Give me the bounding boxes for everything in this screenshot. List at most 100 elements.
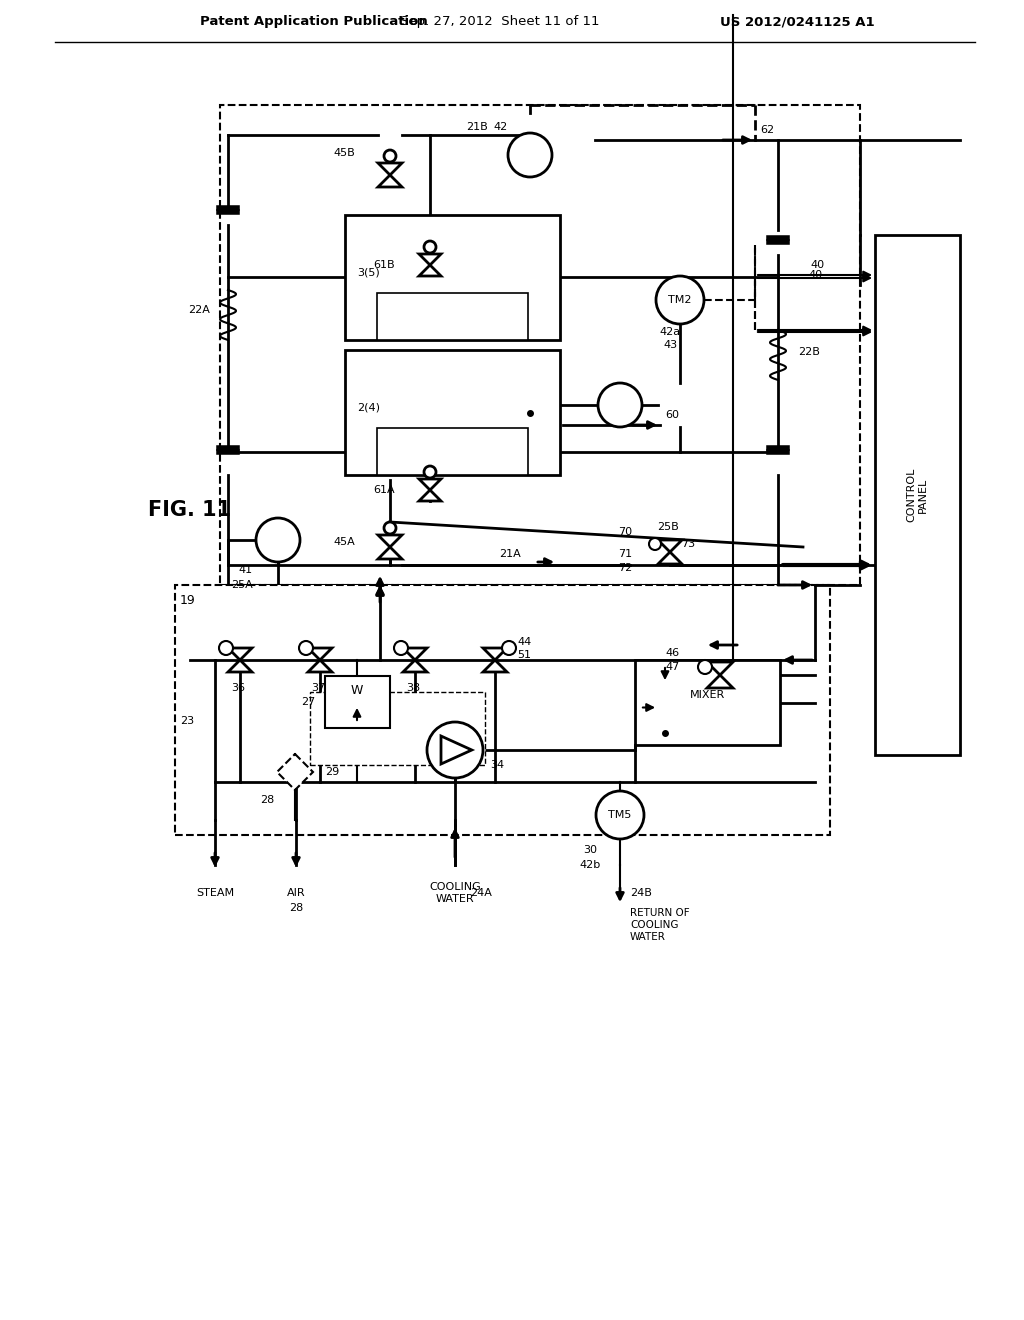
Text: 45B: 45B <box>333 148 355 158</box>
Text: 42: 42 <box>494 121 508 132</box>
Bar <box>345 215 560 341</box>
Polygon shape <box>419 479 441 490</box>
Text: 28: 28 <box>260 795 274 805</box>
Text: 51: 51 <box>517 649 531 660</box>
Polygon shape <box>378 162 402 176</box>
Polygon shape <box>378 535 402 546</box>
Text: 42b: 42b <box>580 861 601 870</box>
Text: 61B: 61B <box>374 260 395 271</box>
Polygon shape <box>419 253 441 265</box>
Circle shape <box>598 383 642 426</box>
Polygon shape <box>278 754 313 789</box>
Text: 46: 46 <box>666 648 680 657</box>
Text: MIXER: MIXER <box>690 689 725 700</box>
Text: 22A: 22A <box>188 305 210 315</box>
Bar <box>310 692 485 766</box>
Text: US 2012/0241125 A1: US 2012/0241125 A1 <box>720 16 874 29</box>
Text: 62: 62 <box>760 125 774 135</box>
Text: 37: 37 <box>311 682 325 693</box>
Polygon shape <box>308 648 332 660</box>
Text: 71: 71 <box>617 549 632 558</box>
Polygon shape <box>403 660 427 672</box>
Text: W: W <box>351 684 364 697</box>
Text: 25B: 25B <box>657 521 679 532</box>
Text: 61A: 61A <box>374 484 395 495</box>
Polygon shape <box>419 265 441 276</box>
Circle shape <box>649 539 662 550</box>
Circle shape <box>427 722 483 777</box>
Text: 47: 47 <box>666 663 680 672</box>
Text: 73: 73 <box>681 539 695 549</box>
Polygon shape <box>378 176 402 187</box>
Polygon shape <box>419 490 441 502</box>
Circle shape <box>508 133 552 177</box>
Text: RETURN OF
COOLING
WATER: RETURN OF COOLING WATER <box>630 908 689 941</box>
Text: Sep. 27, 2012  Sheet 11 of 11: Sep. 27, 2012 Sheet 11 of 11 <box>400 16 599 29</box>
Circle shape <box>384 521 396 535</box>
Circle shape <box>656 276 705 323</box>
Text: FIG. 11: FIG. 11 <box>148 500 231 520</box>
Text: 38: 38 <box>406 682 420 693</box>
Text: TM2: TM2 <box>669 294 692 305</box>
Text: 30: 30 <box>583 845 597 855</box>
Bar <box>345 350 560 475</box>
Text: 29: 29 <box>325 767 339 777</box>
Polygon shape <box>658 540 682 552</box>
Polygon shape <box>483 648 507 660</box>
Polygon shape <box>403 648 427 660</box>
Circle shape <box>502 642 516 655</box>
Polygon shape <box>658 552 682 564</box>
Text: 40: 40 <box>810 260 824 271</box>
Text: 41: 41 <box>239 565 253 576</box>
Polygon shape <box>228 660 252 672</box>
Text: 3(5): 3(5) <box>357 268 380 277</box>
Polygon shape <box>441 737 472 764</box>
Text: Patent Application Publication: Patent Application Publication <box>200 16 428 29</box>
Bar <box>874 235 961 755</box>
Circle shape <box>424 466 436 478</box>
Text: CONTROL
PANEL: CONTROL PANEL <box>906 467 929 523</box>
Bar <box>175 585 830 836</box>
Circle shape <box>698 660 712 675</box>
Circle shape <box>394 642 408 655</box>
Text: 28: 28 <box>289 903 303 913</box>
Text: COOLING
WATER: COOLING WATER <box>429 882 481 904</box>
Text: 72: 72 <box>617 564 632 573</box>
Text: 19: 19 <box>180 594 196 606</box>
Polygon shape <box>483 660 507 672</box>
Text: STEAM: STEAM <box>196 888 234 898</box>
Text: 42a: 42a <box>659 327 681 337</box>
Circle shape <box>384 150 396 162</box>
Polygon shape <box>228 648 252 660</box>
Bar <box>377 428 527 475</box>
Circle shape <box>596 791 644 840</box>
Bar <box>325 676 390 729</box>
Text: 40: 40 <box>808 271 822 280</box>
Text: 45A: 45A <box>333 537 355 546</box>
Bar <box>635 660 780 744</box>
Text: 36: 36 <box>231 682 245 693</box>
Bar <box>220 106 860 585</box>
Polygon shape <box>707 675 733 688</box>
Circle shape <box>219 642 233 655</box>
Text: 2(4): 2(4) <box>357 403 380 412</box>
Text: 21A: 21A <box>499 549 521 558</box>
Text: 60: 60 <box>665 411 679 420</box>
Text: 27: 27 <box>301 697 315 708</box>
Polygon shape <box>707 663 733 675</box>
Text: 25A: 25A <box>231 579 253 590</box>
Text: 34: 34 <box>490 760 504 770</box>
Polygon shape <box>378 546 402 558</box>
Text: 44: 44 <box>517 638 531 647</box>
Bar <box>377 293 527 341</box>
Text: 70: 70 <box>617 527 632 537</box>
Text: 43: 43 <box>663 341 677 350</box>
Text: AIR: AIR <box>287 888 305 898</box>
Polygon shape <box>308 660 332 672</box>
Text: TM5: TM5 <box>608 810 632 820</box>
Circle shape <box>424 242 436 253</box>
Text: 24A: 24A <box>470 888 492 898</box>
Text: 23: 23 <box>180 715 195 726</box>
Text: 24B: 24B <box>630 888 652 898</box>
Circle shape <box>256 517 300 562</box>
